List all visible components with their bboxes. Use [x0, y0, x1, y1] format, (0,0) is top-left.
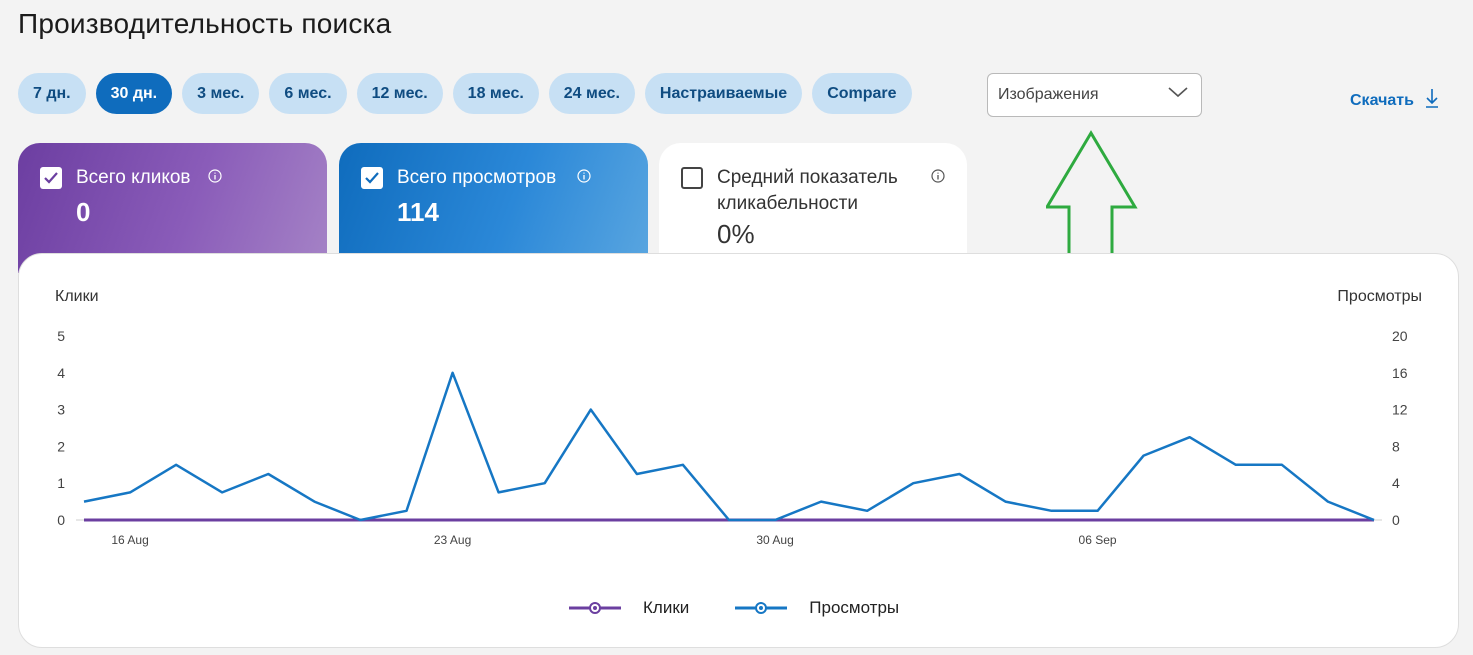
x-tick-label: 23 Aug	[434, 533, 471, 547]
right-tick-label: 4	[1392, 475, 1400, 491]
legend-clicks-label: Клики	[643, 598, 690, 617]
range-pill[interactable]: 7 дн.	[18, 73, 86, 114]
legend-views-label: Просмотры	[809, 598, 900, 617]
ctr-checkbox[interactable]	[681, 167, 703, 189]
download-icon	[1424, 87, 1440, 114]
views-checkbox[interactable]	[361, 167, 383, 189]
range-pill[interactable]: Настраиваемые	[644, 73, 803, 114]
info-icon[interactable]	[208, 169, 222, 188]
range-pill[interactable]: 30 дн.	[95, 73, 173, 114]
download-label: Скачать	[1350, 91, 1414, 109]
range-pill[interactable]: Compare	[812, 73, 912, 114]
right-axis-title: Просмотры	[1337, 288, 1422, 305]
clicks-checkbox[interactable]	[40, 167, 62, 189]
left-tick-label: 1	[57, 475, 65, 491]
search-type-selected: Изображения	[998, 86, 1099, 103]
legend-views[interactable]: Просмотры	[733, 598, 899, 618]
range-pill[interactable]: 3 мес.	[182, 73, 260, 114]
right-tick-label: 0	[1392, 512, 1400, 528]
legend-clicks[interactable]: Клики	[567, 598, 689, 618]
right-tick-label: 12	[1392, 402, 1408, 418]
views-series-line	[83, 371, 1375, 522]
range-pill[interactable]: 18 мес.	[452, 73, 539, 114]
range-pill[interactable]: 12 мес.	[356, 73, 443, 114]
views-label: Всего просмотров	[397, 167, 557, 188]
left-tick-label: 2	[57, 438, 65, 454]
x-tick-label: 06 Sep	[1079, 533, 1117, 547]
ctr-label: Средний показатель кликабельности	[717, 167, 898, 214]
right-tick-label: 8	[1392, 438, 1400, 454]
views-value: 114	[397, 197, 439, 227]
chevron-down-icon	[1167, 84, 1189, 105]
x-tick-label: 30 Aug	[756, 533, 793, 547]
clicks-label: Всего кликов	[76, 167, 191, 188]
info-icon[interactable]	[931, 169, 945, 188]
download-link[interactable]: Скачать	[1350, 87, 1440, 114]
left-tick-label: 5	[57, 328, 65, 344]
chart-panel: Клики Просмотры 0 1 2 3 4 5 0 4 8 12 16 20 16 Aug 23 …	[18, 253, 1459, 648]
ctr-value: 0%	[717, 219, 755, 249]
left-tick-label: 0	[57, 512, 65, 528]
left-tick-label: 3	[57, 402, 65, 418]
range-pill[interactable]: 6 мес.	[269, 73, 347, 114]
left-tick-label: 4	[57, 365, 65, 381]
right-tick-label: 16	[1392, 365, 1408, 381]
range-pill[interactable]: 24 мес.	[548, 73, 635, 114]
avg-ctr-card[interactable]: Средний показатель кликабельности 0%	[659, 143, 967, 273]
page-title: Производительность поиска	[18, 8, 392, 39]
search-type-dropdown[interactable]: Изображения	[987, 73, 1202, 117]
total-clicks-card[interactable]: Всего кликов 0	[18, 143, 327, 273]
left-axis-title: Клики	[55, 288, 99, 305]
info-icon[interactable]	[577, 169, 591, 188]
clicks-value: 0	[76, 197, 91, 227]
right-tick-label: 20	[1392, 328, 1408, 344]
range-selector: 7 дн. 30 дн. 3 мес. 6 мес. 12 мес. 18 мес. 24 …	[18, 73, 912, 114]
x-tick-label: 16 Aug	[111, 533, 148, 547]
chart-legend: Клики Просмотры	[567, 598, 899, 618]
total-views-card[interactable]: Всего просмотров 114	[339, 143, 648, 273]
